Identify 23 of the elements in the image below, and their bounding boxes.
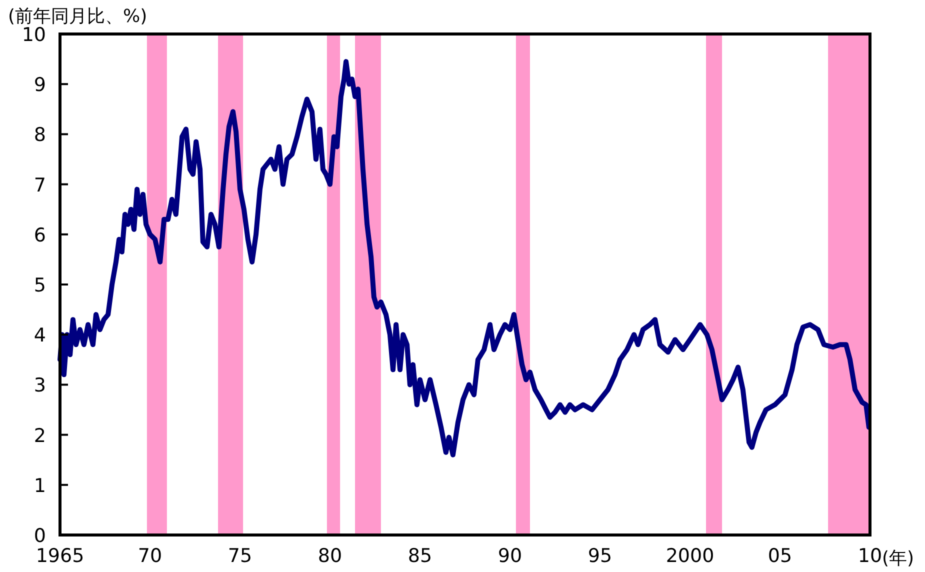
x-tick-label: 2000 (666, 545, 714, 567)
y-tick-label: 1 (34, 474, 46, 497)
y-tick-label: 5 (34, 274, 46, 296)
x-tick-label: 95 (588, 545, 612, 567)
y-tick-label: 8 (34, 124, 46, 146)
x-tick-label: 80 (318, 545, 342, 567)
x-axis-title: (年) (882, 548, 914, 569)
x-tick-label: 10 (858, 545, 882, 567)
y-tick-label: 0 (34, 525, 46, 547)
y-tick-label: 4 (34, 324, 46, 347)
x-tick-label: 1965 (36, 545, 84, 567)
x-tick-label: 75 (228, 545, 252, 567)
x-tick-label: 90 (498, 545, 522, 567)
x-tick-label: 85 (408, 545, 432, 567)
y-tick-label: 7 (34, 174, 46, 196)
y-tick-label: 3 (34, 374, 46, 397)
y-tick-label: 2 (34, 424, 46, 447)
y-axis-title: (前年同月比、%) (8, 6, 148, 27)
y-tick-label: 10 (22, 24, 46, 46)
x-tick-label: 70 (138, 545, 162, 567)
x-tick-label: 05 (768, 545, 792, 567)
y-tick-label: 9 (34, 74, 46, 96)
y-tick-label: 6 (34, 224, 46, 246)
